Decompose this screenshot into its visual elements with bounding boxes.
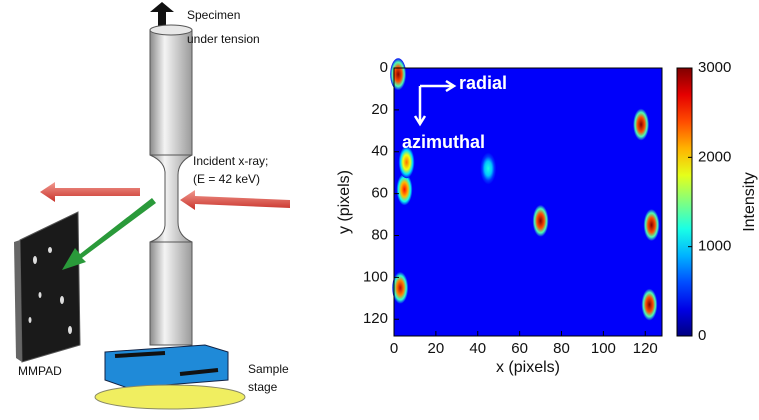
sample-stage [105, 345, 228, 388]
plot-background [394, 68, 662, 336]
colorbar-tick-label: 1000 [698, 238, 731, 255]
annotation: radial [459, 73, 507, 93]
label: stage [248, 380, 278, 394]
label: Specimen [187, 8, 240, 22]
setup-diagram: Specimen under tension Incident x-ray; (… [14, 2, 290, 409]
colorbar-label: Intensity [741, 172, 758, 232]
diffraction-spot [392, 272, 408, 304]
x-tick-label: 20 [428, 340, 445, 357]
label: Sample [248, 362, 289, 376]
diffraction-spot [480, 153, 496, 185]
stage-base [95, 385, 245, 409]
annotation: azimuthal [402, 132, 485, 152]
diffraction-spot [390, 58, 406, 90]
detector [20, 212, 80, 362]
x-tick-label: 120 [633, 340, 658, 357]
upper-grip [150, 30, 192, 155]
label: under tension [187, 32, 260, 46]
x-axis-label: x (pixels) [496, 359, 560, 376]
x-tick-label: 100 [591, 340, 616, 357]
diffraction-spot [533, 205, 549, 237]
x-tick-label: 80 [553, 340, 570, 357]
colorbar [677, 68, 692, 336]
x-tick-label: 60 [511, 340, 528, 357]
incident-beam [180, 190, 290, 210]
colorbar-tick-label: 3000 [698, 59, 731, 76]
diffraction-spot [396, 173, 412, 205]
grip-top [150, 25, 192, 35]
y-tick-label: 80 [371, 226, 388, 243]
label: (E = 42 keV) [193, 172, 260, 186]
colorbar-tick-label: 0 [698, 327, 706, 344]
y-tick-label: 60 [371, 185, 388, 202]
diffracted-beam [40, 182, 140, 202]
y-tick-label: 20 [371, 101, 388, 118]
y-tick-label: 40 [371, 143, 388, 160]
y-tick-label: 120 [363, 310, 388, 327]
y-axis-label: y (pixels) [336, 170, 353, 234]
figure: Specimen under tension Incident x-ray; (… [0, 0, 759, 415]
tension-arrow [150, 2, 174, 28]
x-tick-label: 0 [390, 340, 398, 357]
x-tick-label: 40 [469, 340, 486, 357]
y-tick-label: 100 [363, 268, 388, 285]
diffraction-spot [641, 289, 657, 321]
y-tick-label: 0 [380, 59, 388, 76]
label: MMPAD [18, 364, 62, 378]
lower-grip [150, 242, 192, 345]
diffraction-spot [633, 109, 649, 141]
label: Incident x-ray; [193, 154, 268, 168]
diffraction-spot [644, 209, 660, 241]
colorbar-tick-label: 2000 [698, 148, 731, 165]
